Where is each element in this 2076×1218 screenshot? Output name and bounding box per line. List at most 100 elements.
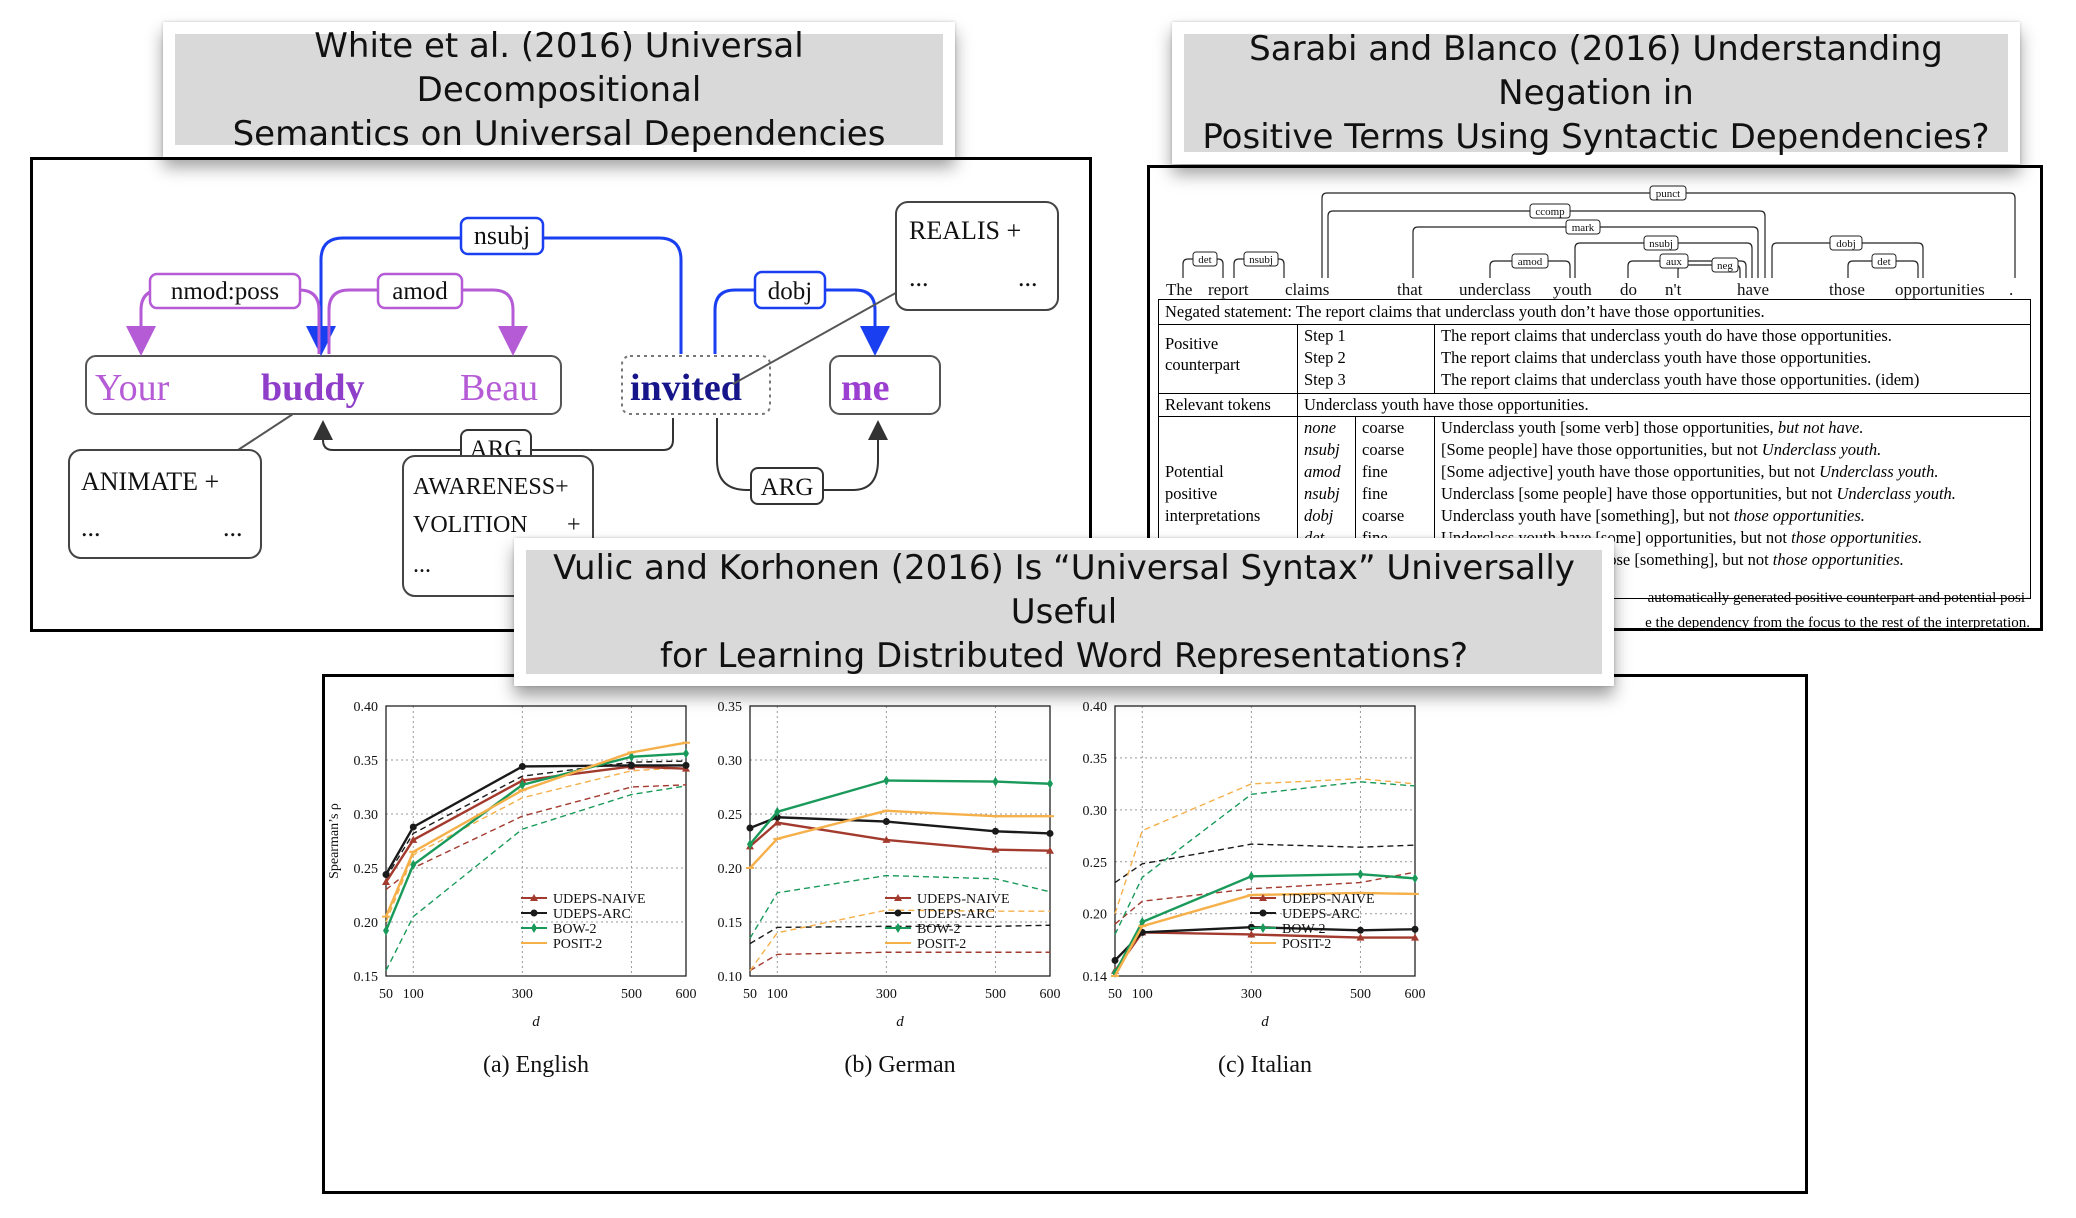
series-line-udeps-arc-dashed — [385, 760, 687, 879]
data-point — [1356, 926, 1364, 934]
data-point — [1411, 925, 1419, 933]
svg-text:dobj: dobj — [1836, 238, 1856, 250]
legend-marker — [1260, 923, 1266, 933]
series-line-udeps-naive-dashed — [749, 951, 1050, 972]
relevant-label: Relevant tokens — [1165, 395, 1271, 414]
y-tick-label: 0.40 — [1083, 700, 1108, 715]
dobj-label: dobj — [768, 278, 812, 305]
legend-label: POSIT-2 — [917, 937, 966, 952]
series-line-bow-2-dashed — [1114, 781, 1416, 935]
svg-text:det: det — [1198, 254, 1211, 266]
predicate-box — [621, 355, 771, 415]
y-tick-label: 0.25 — [1083, 856, 1108, 871]
series-line-udeps-naive-dashed — [1114, 871, 1416, 925]
y-tick-label: 0.20 — [1083, 908, 1108, 923]
y-tick-label: 0.25 — [354, 862, 379, 877]
x-tick-label: 300 — [512, 987, 533, 1002]
series-line-posit-2-solid — [749, 809, 1050, 869]
callout-vulic: Vulic and Korhonen (2016) Is “Universal … — [514, 538, 1614, 686]
word-your: Your — [95, 367, 170, 409]
legend-marker — [530, 909, 538, 917]
x-axis-label: d — [532, 1014, 540, 1030]
series-line-udeps-naive-solid — [749, 821, 1051, 852]
word-invited: invited — [630, 367, 742, 409]
x-axis-label: d — [1261, 1014, 1269, 1030]
amod-label: amod — [392, 278, 448, 305]
legend-marker — [895, 923, 901, 933]
word-beau: Beau — [460, 367, 538, 409]
plot-frame — [1114, 705, 1416, 977]
data-point — [382, 870, 390, 878]
svg-text:...: ... — [413, 552, 431, 578]
x-tick-label: 500 — [985, 987, 1006, 1002]
series-line-udeps-naive-solid — [1114, 931, 1415, 972]
chart-title: (b) German — [844, 1052, 955, 1078]
y-tick-label: 0.30 — [718, 754, 743, 769]
svg-text:underclass: underclass — [1459, 280, 1531, 299]
svg-text:youth: youth — [1553, 280, 1592, 299]
svg-text:aux: aux — [1666, 256, 1682, 268]
y-tick-label: 0.20 — [354, 916, 379, 931]
legend-label: UDEPS-ARC — [553, 907, 631, 922]
series-line-posit-2-dashed — [385, 766, 687, 923]
data-point — [383, 925, 389, 936]
y-tick-label: 0.40 — [354, 700, 379, 715]
x-tick-label: 500 — [621, 987, 642, 1002]
svg-text:det: det — [1877, 256, 1890, 268]
y-axis-label: Spearman’s ρ — [327, 803, 342, 879]
svg-text:...: ... — [223, 513, 243, 542]
data-point — [883, 775, 890, 786]
data-point — [773, 818, 782, 826]
data-point — [382, 878, 390, 886]
series-line-udeps-naive-dashed — [385, 784, 687, 891]
y-tick-label: 0.10 — [718, 970, 743, 985]
svg-text:...: ... — [81, 513, 101, 542]
legend-label: BOW-2 — [1282, 922, 1326, 937]
data-point — [682, 761, 690, 769]
svg-text:mark: mark — [1572, 222, 1595, 234]
data-point — [746, 824, 754, 832]
data-point — [628, 751, 635, 762]
realis-label: REALIS + — [909, 216, 1021, 245]
nsubj-arc — [306, 236, 683, 356]
x-axis-label: d — [896, 1014, 904, 1030]
y-tick-label: 0.15 — [354, 970, 379, 985]
data-point — [1356, 933, 1365, 941]
svg-text:.: . — [2009, 280, 2013, 299]
data-point — [1248, 871, 1255, 882]
data-point — [1412, 873, 1418, 884]
table-caption: automatically generated positive counter… — [1645, 590, 2030, 631]
series-line-bow-2-dashed — [385, 785, 687, 971]
svg-text:that: that — [1397, 280, 1423, 299]
x-tick-label: 600 — [1040, 987, 1061, 1002]
data-point — [1411, 933, 1419, 941]
negation-table: Negated statement: The report claims tha… — [1158, 299, 2031, 599]
data-point — [991, 845, 1000, 853]
realis-box — [895, 201, 1059, 311]
series-line-posit-2-dashed — [749, 909, 1050, 972]
data-point — [774, 806, 781, 817]
data-point — [1047, 778, 1053, 789]
x-tick-label: 600 — [676, 987, 697, 1002]
svg-text:...: ... — [1018, 263, 1038, 292]
y-tick-label: 0.35 — [1083, 752, 1108, 767]
charts-panel: 0.15 0.20 0.25 0.30 0.35 0.40 50 100 300 500 600 d S… — [322, 674, 1808, 1194]
data-point — [519, 779, 526, 790]
x-tick-label: 300 — [876, 987, 897, 1002]
plot-frame — [385, 705, 687, 977]
y-tick-label: 0.15 — [718, 916, 743, 931]
series-line-udeps-arc-dashed — [1114, 843, 1416, 884]
data-point — [409, 835, 418, 843]
object-box — [829, 355, 941, 415]
negated-label: Negated statement: — [1165, 302, 1292, 321]
x-tick-label: 50 — [1108, 987, 1122, 1002]
charts-figure: 0.15 0.20 0.25 0.30 0.35 0.40 50 100 300 500 600 d S… — [327, 700, 1426, 1078]
nmod-poss-label: nmod:poss — [171, 278, 279, 305]
legend-label: UDEPS-ARC — [1282, 907, 1360, 922]
svg-text:The: The — [1166, 280, 1192, 299]
data-point — [518, 762, 526, 770]
legend-marker — [894, 909, 902, 917]
svg-text:punct: punct — [1656, 188, 1680, 200]
svg-text:do: do — [1620, 280, 1637, 299]
data-point — [627, 761, 635, 769]
